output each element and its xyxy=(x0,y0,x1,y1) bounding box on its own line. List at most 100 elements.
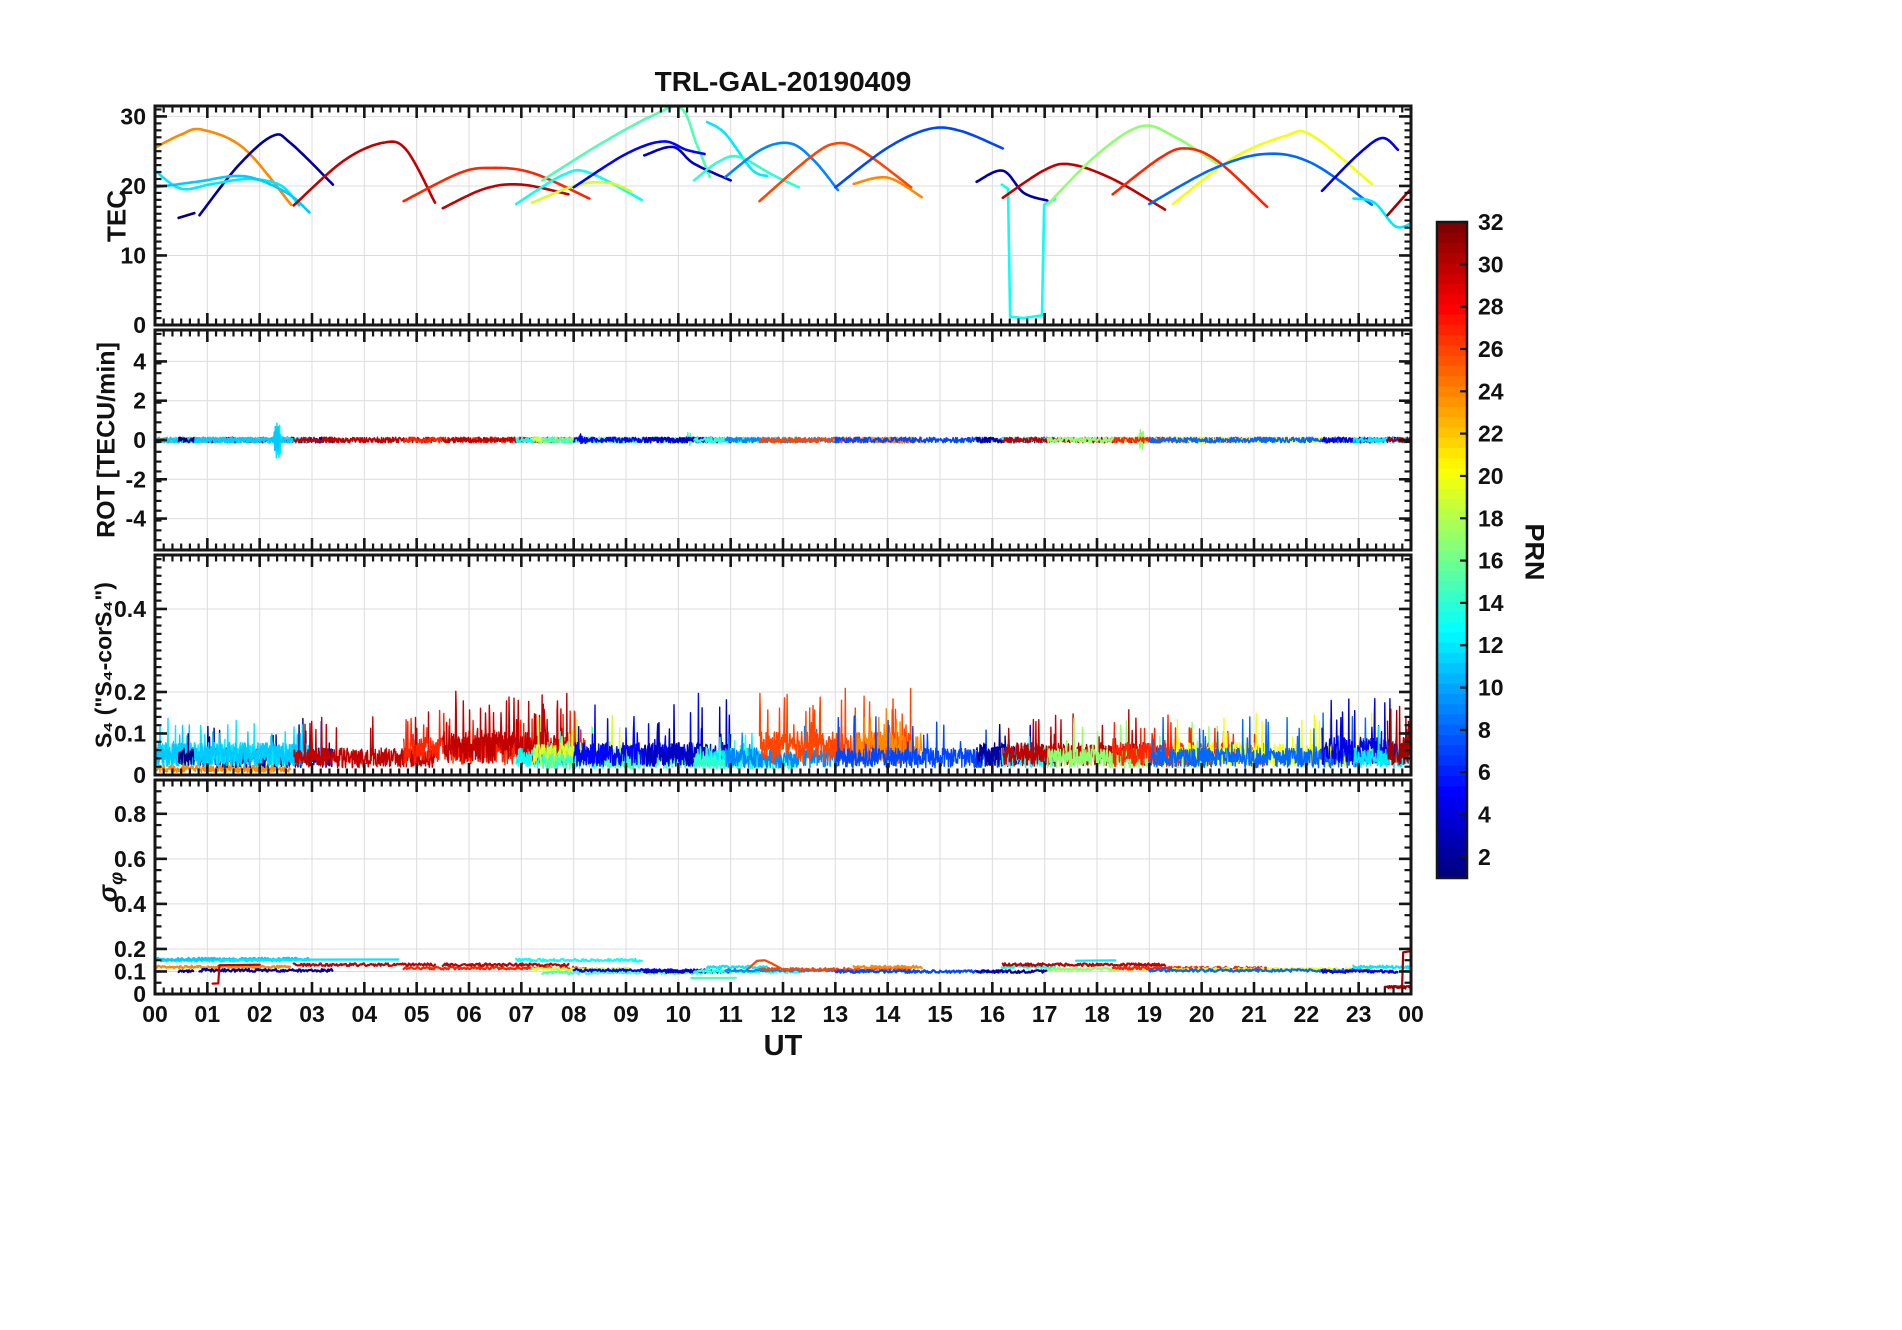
colorbar-strip xyxy=(1437,580,1467,592)
tec-arc-prn3 xyxy=(642,145,733,182)
panel-border xyxy=(153,328,1413,552)
sigma-subscript: φ xyxy=(105,871,127,885)
colorbar-tick-label: 4 xyxy=(1478,802,1491,828)
tec-arc-prn20 xyxy=(1171,129,1374,206)
sigma-extra-prn26 xyxy=(747,959,782,970)
x-tick-label: 04 xyxy=(352,1001,378,1027)
s4-trace-prn30 xyxy=(442,690,569,764)
sigma-trace-prn26 xyxy=(758,966,913,972)
tec-arc-prn1 xyxy=(177,211,196,220)
colorbar-tick-label: 6 xyxy=(1478,759,1491,785)
sigma-trace-prn5 xyxy=(572,967,706,973)
sigma-trace-prn2 xyxy=(975,968,1048,974)
ylabel-s4: S₄ ("S₄-corS₄") xyxy=(90,582,117,748)
tec-arc-prn30 xyxy=(441,183,570,210)
colorbar-strip xyxy=(1437,590,1467,602)
colorbar-tick-label: 10 xyxy=(1478,675,1504,701)
y-tick-label: 0 xyxy=(133,312,146,338)
tec-arc-prn19 xyxy=(530,180,633,204)
colorbar-strip xyxy=(1437,723,1467,735)
colorbar-tick-label: 8 xyxy=(1478,717,1491,743)
x-tick-label: 00 xyxy=(1398,1001,1424,1027)
s4-trace-prn26 xyxy=(758,687,912,764)
x-tick-label: 14 xyxy=(875,1001,901,1027)
colorbar-tick-label: 18 xyxy=(1478,505,1504,531)
x-tick-label: 22 xyxy=(1294,1001,1320,1027)
colorbar-strip xyxy=(1437,693,1467,705)
s4-trace-prn7 xyxy=(834,715,1004,769)
y-tick-label: 0.6 xyxy=(114,846,146,872)
y-tick-label: 10 xyxy=(120,242,146,268)
y-tick-label: 0.8 xyxy=(114,801,146,827)
colorbar-strip xyxy=(1437,231,1467,243)
colorbar-tick-label: 28 xyxy=(1478,294,1504,320)
colorbar-strip xyxy=(1437,764,1467,776)
y-tick-label: 20 xyxy=(120,173,146,199)
colorbar-strip xyxy=(1437,272,1467,284)
panel-data-sigma xyxy=(155,950,1411,990)
y-tick-label: -2 xyxy=(126,466,146,492)
colorbar-strip xyxy=(1437,303,1467,315)
tec-arc-prn2 xyxy=(975,169,1049,202)
sigma-trace-prn24 xyxy=(155,964,292,970)
tec-arc-prn26 xyxy=(758,141,913,203)
x-tick-label: 17 xyxy=(1032,1001,1058,1027)
tec-arc-prn13 xyxy=(1000,183,1057,320)
colorbar-strip xyxy=(1437,498,1467,510)
x-tick-label: 06 xyxy=(456,1001,482,1027)
y-tick-label: 0 xyxy=(133,762,146,788)
s4-trace-prn1 xyxy=(177,733,195,766)
colorbar-strip xyxy=(1437,252,1467,264)
tec-arc-prn11 xyxy=(155,174,311,214)
x-tick-label: 15 xyxy=(927,1001,953,1027)
panel-data-s4 xyxy=(155,687,1411,773)
y-tick-label: 0 xyxy=(133,981,146,1007)
colorbar-strip xyxy=(1437,570,1467,582)
colorbar-strip xyxy=(1437,816,1467,828)
colorbar-strip xyxy=(1437,744,1467,756)
panel-data-tec xyxy=(155,106,1411,320)
sigma-extra-prn31 xyxy=(1383,950,1411,988)
panel-data-rot xyxy=(155,422,1411,459)
s4-trace-prn5 xyxy=(573,692,705,767)
colorbar-strip xyxy=(1437,354,1467,366)
colorbar-strip xyxy=(1437,344,1467,356)
colorbar-tick-label: 24 xyxy=(1478,378,1504,404)
tec-arc-prn4 xyxy=(1320,136,1400,193)
colorbar-strip xyxy=(1437,734,1467,746)
sigma-trace-prn24 xyxy=(852,964,923,970)
tec-arc-prn12 xyxy=(155,169,301,207)
colorbar-strip xyxy=(1437,529,1467,541)
rot-trace-prn7 xyxy=(834,436,1004,444)
colorbar-strip xyxy=(1437,836,1467,848)
tec-arc-prn8 xyxy=(1148,152,1374,206)
y-tick-label: 0.4 xyxy=(114,891,146,917)
sigma-symbol: σ xyxy=(92,884,123,903)
colorbar-strip xyxy=(1437,754,1467,766)
colorbar-strip xyxy=(1437,539,1467,551)
x-tick-label: 10 xyxy=(666,1001,692,1027)
colorbar-strip xyxy=(1437,406,1467,418)
ylabel-rot: ROT [TECU/min] xyxy=(92,342,121,538)
y-tick-label: 0.1 xyxy=(114,958,146,984)
tec-arc-prn24 xyxy=(155,127,293,206)
tec-arc-prn9 xyxy=(724,141,840,192)
colorbar-strip xyxy=(1437,262,1467,274)
colorbar-strip xyxy=(1437,703,1467,715)
panel-border xyxy=(153,553,1413,777)
colorbar-tick-label: 12 xyxy=(1478,632,1504,658)
colorbar-strip xyxy=(1437,283,1467,295)
colorbar-strip xyxy=(1437,365,1467,377)
sigma-trace-prn12 xyxy=(705,964,768,970)
axes-layer: 0102030-4-202400.10.20.400.10.20.40.60.8… xyxy=(114,103,1504,1027)
sigma-trace-prn8 xyxy=(1148,967,1373,973)
colorbar-border xyxy=(1435,220,1469,880)
colorbar-strip xyxy=(1437,857,1467,869)
sigma-trace-prn30 xyxy=(1001,962,1167,968)
s4-trace-prn9 xyxy=(724,725,839,769)
colorbar-strip xyxy=(1437,426,1467,438)
colorbar-strip xyxy=(1437,672,1467,684)
colorbar-tick-label: 16 xyxy=(1478,548,1504,574)
colorbar-strip xyxy=(1437,600,1467,612)
